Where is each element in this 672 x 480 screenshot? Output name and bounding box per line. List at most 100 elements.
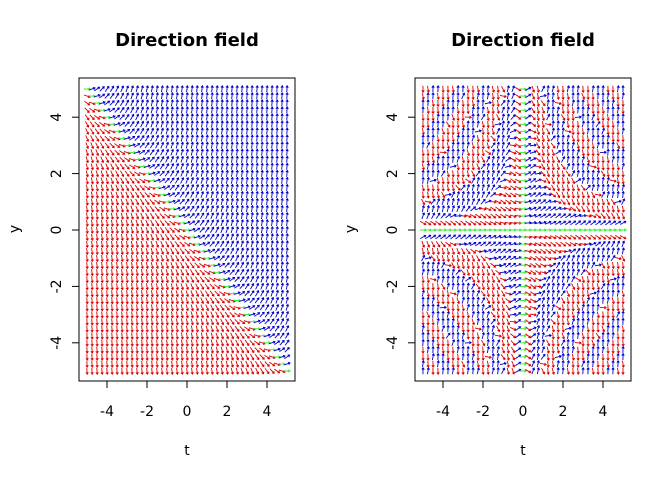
right-arrow-field	[419, 85, 627, 375]
slope-arrow	[441, 254, 446, 263]
slope-arrow	[546, 282, 551, 290]
slope-arrow	[591, 198, 595, 206]
slope-arrow	[188, 227, 196, 232]
slope-arrow	[84, 100, 91, 106]
slope-arrow	[519, 291, 527, 296]
slope-arrow	[175, 155, 180, 163]
slope-arrow	[135, 269, 139, 277]
slope-arrow	[175, 113, 179, 121]
slope-arrow	[100, 198, 104, 206]
slope-arrow	[85, 219, 89, 227]
slope-arrow	[560, 255, 566, 261]
slope-arrow	[561, 141, 565, 149]
slope-arrow	[265, 141, 269, 149]
slope-arrow	[130, 304, 134, 312]
slope-arrow	[566, 290, 571, 298]
slope-arrow	[154, 163, 160, 170]
slope-arrow	[133, 150, 141, 154]
slope-arrow	[100, 332, 104, 340]
slope-arrow	[95, 353, 99, 361]
slope-arrow	[461, 127, 465, 135]
slope-arrow	[616, 297, 620, 305]
slope-arrow	[190, 339, 194, 347]
slope-arrow	[596, 318, 600, 326]
slope-arrow	[519, 186, 527, 190]
slope-arrow	[125, 219, 129, 227]
slope-arrow	[456, 304, 460, 312]
slope-arrow	[561, 134, 565, 142]
slope-arrow	[471, 134, 476, 142]
slope-arrow	[596, 169, 601, 177]
slope-arrow	[525, 157, 532, 162]
slope-arrow	[150, 113, 155, 121]
slope-arrow	[265, 99, 269, 107]
slope-arrow	[576, 254, 581, 262]
slope-arrow	[506, 339, 510, 347]
slope-arrow	[586, 276, 590, 284]
slope-arrow	[436, 247, 440, 256]
slope-arrow	[210, 226, 215, 234]
slope-arrow	[234, 325, 240, 332]
slope-arrow	[426, 162, 430, 170]
slope-arrow	[466, 282, 470, 290]
slope-arrow	[494, 199, 502, 205]
slope-arrow	[119, 106, 125, 114]
slope-arrow	[571, 85, 575, 93]
slope-arrow	[200, 198, 205, 205]
slope-arrow	[601, 338, 605, 347]
slope-arrow	[285, 106, 289, 114]
slope-arrow	[574, 341, 582, 345]
slope-arrow	[541, 317, 545, 325]
slope-arrow	[505, 248, 512, 254]
slope-arrow	[215, 304, 220, 312]
slope-arrow	[144, 198, 150, 206]
slope-arrow	[235, 197, 239, 206]
slope-arrow	[265, 134, 269, 142]
slope-arrow	[621, 148, 625, 156]
slope-arrow	[575, 277, 582, 282]
slope-arrow	[500, 213, 507, 219]
slope-arrow	[235, 360, 240, 368]
slope-arrow	[200, 304, 205, 312]
slope-arrow	[501, 106, 506, 114]
slope-arrow	[280, 247, 284, 255]
slope-arrow	[611, 155, 615, 163]
slope-arrow	[581, 283, 585, 291]
slope-arrow	[441, 142, 445, 150]
slope-arrow	[180, 106, 184, 114]
slope-arrow	[485, 150, 492, 155]
slope-arrow	[165, 92, 169, 100]
slope-arrow	[510, 276, 517, 282]
slope-arrow	[240, 226, 244, 234]
slope-arrow	[426, 121, 430, 129]
slope-arrow	[210, 190, 215, 198]
slope-arrow	[561, 99, 565, 108]
slope-arrow	[466, 345, 470, 354]
slope-arrow	[571, 191, 575, 199]
slope-arrow	[601, 318, 605, 326]
slope-arrow	[275, 275, 279, 283]
slope-arrow	[274, 332, 280, 339]
slope-arrow	[576, 191, 580, 199]
slope-arrow	[115, 276, 119, 284]
slope-arrow	[90, 135, 95, 142]
slope-arrow	[105, 311, 109, 319]
slope-arrow	[145, 290, 149, 298]
slope-arrow	[120, 353, 124, 361]
slope-arrow	[205, 212, 210, 219]
slope-arrow	[576, 304, 581, 312]
slope-arrow	[95, 297, 99, 305]
slope-arrow	[506, 346, 510, 354]
slope-arrow	[159, 213, 165, 219]
slope-arrow	[85, 297, 89, 305]
slope-arrow	[150, 339, 154, 347]
slope-arrow	[595, 241, 602, 247]
slope-arrow	[606, 148, 610, 156]
slope-arrow	[200, 353, 204, 361]
slope-arrow	[254, 347, 260, 353]
slope-arrow	[471, 325, 475, 333]
slope-arrow	[125, 290, 129, 298]
slope-arrow	[519, 171, 527, 176]
slope-arrow	[621, 177, 625, 185]
slope-arrow	[431, 92, 435, 100]
